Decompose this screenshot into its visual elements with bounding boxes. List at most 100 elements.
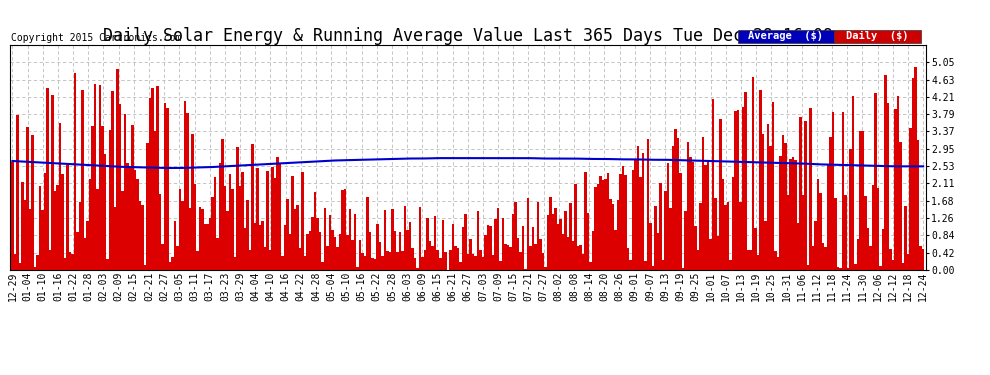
Bar — [812, 246, 815, 270]
Bar — [651, 266, 654, 270]
Bar — [419, 207, 422, 270]
Bar — [714, 198, 717, 270]
Bar — [899, 142, 902, 270]
Text: Average  ($): Average ($) — [748, 32, 824, 42]
Bar — [466, 254, 469, 270]
Bar — [327, 246, 329, 270]
Bar — [564, 211, 566, 270]
Bar — [666, 164, 669, 270]
Bar — [264, 247, 266, 270]
Bar — [364, 256, 366, 270]
Bar — [522, 226, 524, 270]
Bar — [11, 162, 14, 270]
Bar — [127, 164, 129, 270]
Bar — [479, 250, 481, 270]
Bar — [258, 225, 261, 270]
Bar — [497, 209, 499, 270]
Bar — [427, 218, 429, 270]
Bar — [864, 196, 867, 270]
Bar — [862, 131, 864, 270]
Bar — [594, 188, 597, 270]
Bar — [782, 135, 784, 270]
Bar — [905, 206, 907, 270]
Bar — [589, 262, 592, 270]
Bar — [915, 68, 917, 270]
Bar — [49, 250, 51, 270]
Bar — [922, 249, 925, 270]
Bar — [342, 190, 344, 270]
Bar — [740, 202, 742, 270]
Bar — [94, 84, 96, 270]
Bar — [514, 202, 517, 270]
Bar — [867, 228, 869, 270]
Bar — [451, 224, 454, 270]
Bar — [201, 209, 204, 270]
Bar — [682, 268, 684, 270]
Bar — [787, 195, 789, 270]
Bar — [820, 194, 822, 270]
Bar — [640, 177, 642, 270]
Bar — [454, 246, 456, 270]
Bar — [894, 109, 897, 270]
Bar — [301, 172, 304, 270]
Bar — [542, 253, 545, 270]
Bar — [737, 110, 740, 270]
Bar — [527, 198, 529, 270]
Bar — [304, 256, 306, 270]
Bar — [507, 244, 509, 270]
Bar — [394, 231, 396, 270]
Bar — [314, 192, 317, 270]
Bar — [44, 173, 47, 270]
Bar — [261, 221, 264, 270]
Bar — [429, 241, 432, 270]
Bar — [204, 224, 206, 270]
Bar — [424, 250, 427, 270]
Bar — [742, 107, 744, 270]
Bar — [659, 183, 661, 270]
Bar — [559, 219, 561, 270]
Bar — [635, 160, 637, 270]
Bar — [68, 252, 71, 270]
Bar — [348, 209, 351, 270]
Bar — [369, 232, 371, 270]
Bar — [844, 195, 846, 270]
Bar — [654, 206, 656, 270]
Bar — [253, 223, 256, 270]
Bar — [376, 224, 379, 270]
Bar — [529, 246, 532, 270]
Bar — [91, 126, 94, 270]
Bar — [579, 245, 581, 270]
Bar — [312, 217, 314, 270]
Bar — [56, 185, 58, 270]
Bar — [815, 221, 817, 270]
FancyBboxPatch shape — [738, 30, 834, 43]
Bar — [176, 246, 179, 270]
Bar — [402, 251, 404, 270]
Bar — [907, 255, 910, 270]
Bar — [556, 224, 559, 270]
Bar — [104, 153, 106, 270]
Bar — [874, 93, 877, 270]
Bar — [846, 268, 849, 270]
Bar — [869, 246, 872, 270]
Bar — [604, 179, 607, 270]
Bar — [792, 157, 794, 270]
Bar — [359, 240, 361, 270]
Bar — [66, 165, 68, 270]
Bar — [692, 162, 694, 270]
Bar — [239, 186, 242, 270]
Bar — [42, 210, 44, 270]
Bar — [276, 158, 279, 270]
Bar — [242, 172, 244, 270]
Bar — [279, 164, 281, 270]
Bar — [166, 108, 168, 270]
Bar — [772, 102, 774, 270]
Bar — [702, 137, 704, 270]
Bar — [499, 261, 502, 270]
Bar — [153, 131, 156, 270]
Bar — [229, 174, 232, 270]
Bar — [227, 211, 229, 270]
Bar — [412, 248, 414, 270]
Bar — [337, 247, 339, 270]
Bar — [19, 262, 21, 270]
